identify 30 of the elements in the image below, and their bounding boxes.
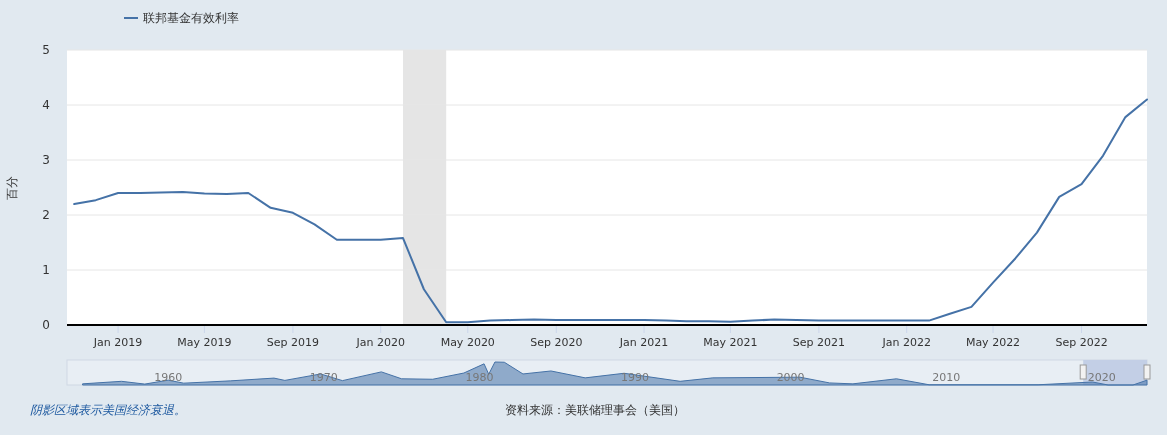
x-tick-label: 1960 — [154, 371, 183, 384]
x-tick-label: May 2022 — [965, 336, 1021, 349]
text: 资料来源：美联储理事会（美国） — [505, 403, 685, 417]
x-tick-label: 1970 — [309, 371, 338, 384]
legend-label: 联邦基金有效利率 — [143, 11, 239, 25]
x-tick-label: Jan 2021 — [618, 336, 669, 349]
x-tick-label: Jan 2020 — [355, 336, 405, 349]
text: 阴影区域表示美国经济衰退。 — [30, 403, 186, 417]
x-tick-label: May 2019 — [177, 336, 232, 349]
x-tick-label: 1990 — [621, 371, 650, 384]
legend: 联邦基金有效利率 — [123, 11, 239, 25]
y-axis-title: 百分 — [5, 175, 19, 200]
x-tick-label: 2020 — [1087, 371, 1116, 384]
x-tick-label: Sep 2021 — [792, 336, 846, 349]
y-tick-label: 4 — [42, 98, 50, 112]
x-tick-label: Sep 2019 — [266, 336, 320, 349]
x-tick-label: Jan 2022 — [881, 336, 931, 349]
x-tick-label: Sep 2022 — [1055, 336, 1108, 349]
y-tick-label: 1 — [42, 263, 50, 277]
x-tick-label: Jan 2019 — [92, 336, 143, 349]
x-tick-label: 1980 — [465, 371, 494, 384]
y-tick-label: 0 — [42, 318, 50, 332]
x-tick-label: May 2021 — [703, 336, 758, 349]
y-tick-label: 2 — [42, 208, 50, 222]
y-tick-label: 5 — [42, 43, 50, 57]
line-series — [73, 98, 1148, 324]
y-tick-label: 3 — [42, 153, 50, 167]
x-tick-label: Sep 2020 — [530, 336, 583, 349]
x-tick-label: 2010 — [932, 371, 961, 384]
x-tick-label: May 2020 — [440, 336, 495, 349]
